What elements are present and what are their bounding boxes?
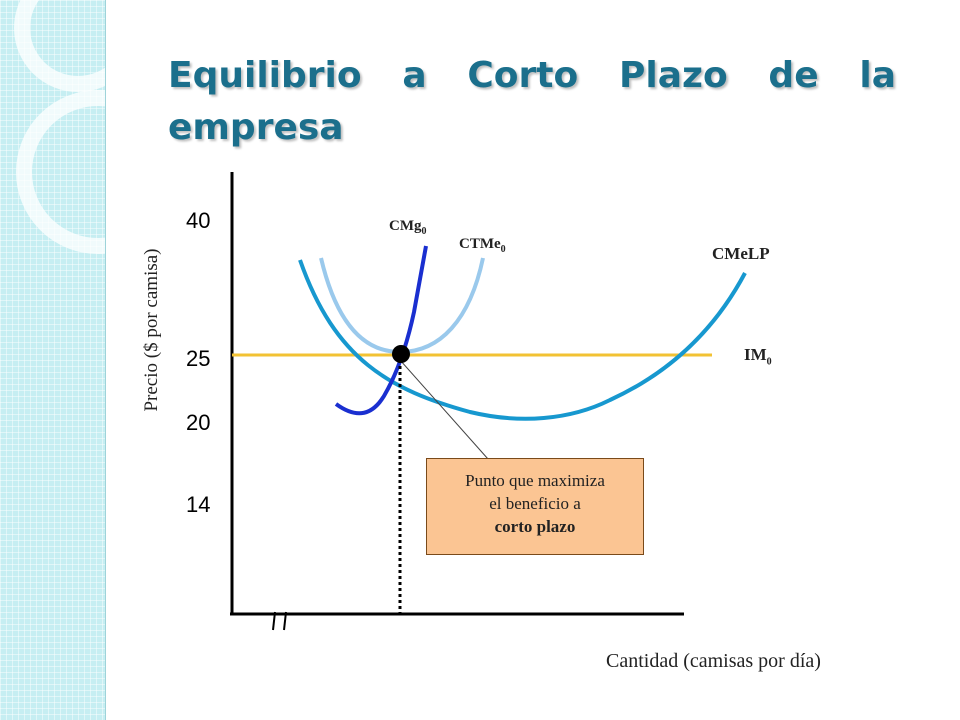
- axis-break-mark: [272, 611, 276, 631]
- axis-break-mark: [283, 611, 287, 631]
- sidebar-decoration: [0, 0, 106, 720]
- y-tick-label: 40: [186, 208, 211, 233]
- equilibrium-point: [392, 345, 410, 363]
- slide-title: Equilibrio a Corto Plazo de la empresa: [168, 55, 896, 148]
- ctme-label: CTMe0: [459, 236, 506, 255]
- y-tick-label: 25: [186, 346, 211, 371]
- y-axis-label: Precio ($ por camisa): [141, 248, 162, 412]
- y-tick-label: 20: [186, 410, 211, 435]
- cmelp-label: CMeLP: [712, 244, 770, 263]
- x-axis-label: Cantidad (camisas por día): [606, 650, 821, 672]
- callout-line: Punto que maximiza: [465, 471, 605, 490]
- callout-line: corto plazo: [494, 517, 576, 536]
- cmg-curve: [334, 245, 428, 416]
- cmelp-curve: [298, 259, 747, 421]
- y-tick-label: 14: [186, 492, 211, 517]
- cmg-label: CMg0: [389, 218, 427, 237]
- sidebar-circles: [14, 0, 105, 254]
- im-label: IM0: [744, 345, 772, 368]
- callout-pointer: [399, 359, 489, 460]
- ctme-curve: [319, 257, 485, 355]
- profit-max-callout: Punto que maximiza el beneficio a corto …: [426, 458, 644, 555]
- callout-line: el beneficio a: [489, 494, 581, 513]
